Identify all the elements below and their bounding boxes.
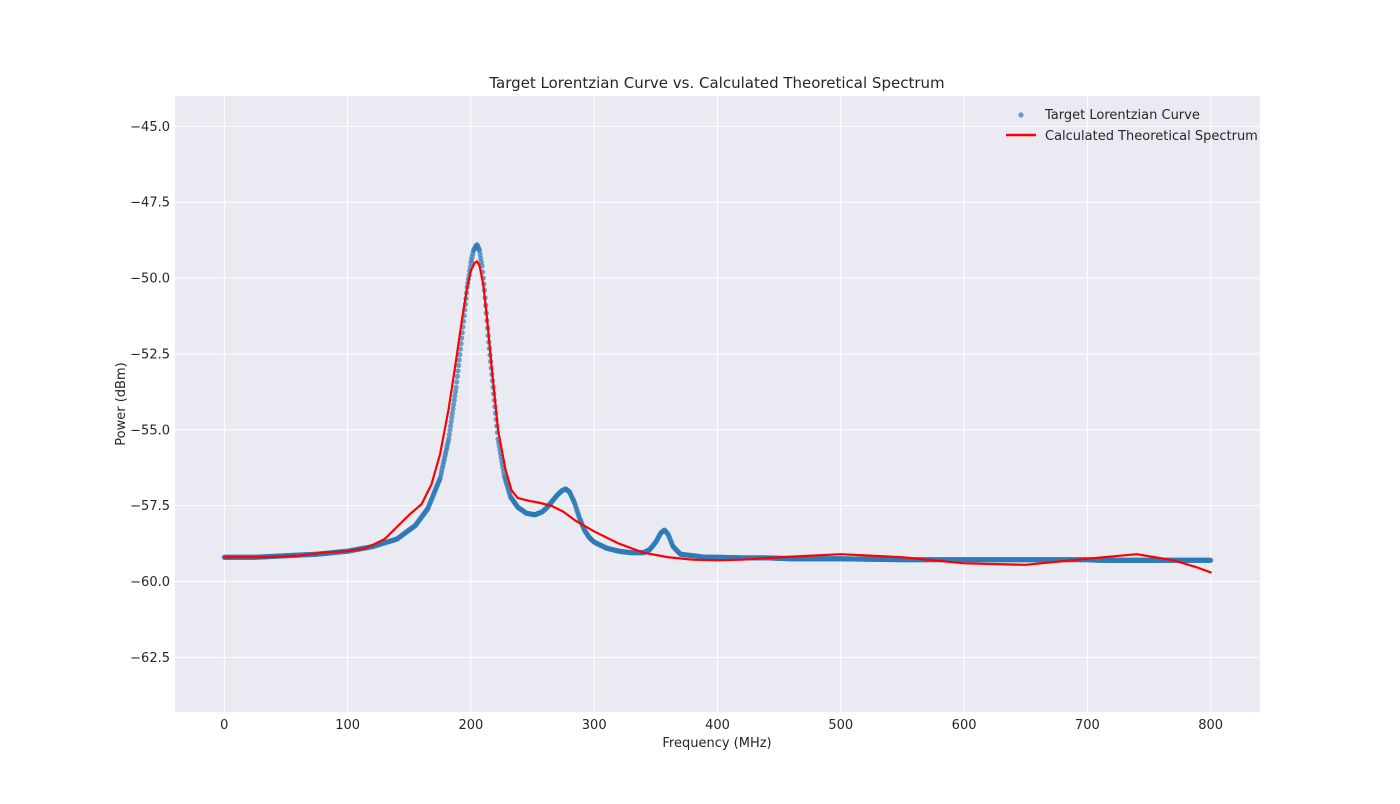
x-tick-label: 700 bbox=[1075, 718, 1100, 733]
x-tick-label: 300 bbox=[582, 718, 607, 733]
scatter-point bbox=[453, 384, 459, 390]
scatter-point bbox=[455, 362, 462, 369]
y-tick-label: −52.5 bbox=[130, 347, 170, 362]
legend-marker-target bbox=[1018, 112, 1024, 118]
x-axis-label: Frequency (MHz) bbox=[662, 736, 771, 751]
y-tick-label: −50.0 bbox=[130, 272, 170, 287]
x-tick-label: 600 bbox=[952, 718, 977, 733]
scatter-point bbox=[446, 432, 452, 438]
y-tick-label: −62.5 bbox=[130, 651, 170, 666]
x-tick-label: 800 bbox=[1198, 718, 1223, 733]
scatter-point bbox=[447, 427, 453, 433]
legend-label-target: Target Lorentzian Curve bbox=[1044, 108, 1200, 123]
x-tick-label: 100 bbox=[335, 718, 360, 733]
grid-lines bbox=[175, 96, 1260, 712]
series-group bbox=[221, 242, 1214, 574]
scatter-point bbox=[455, 368, 461, 374]
scatter-point bbox=[452, 389, 459, 395]
scatter-point bbox=[448, 419, 454, 425]
scatter-point bbox=[449, 414, 455, 420]
legend-label-calculated: Calculated Theoretical Spectrum bbox=[1045, 129, 1258, 144]
scatter-point bbox=[447, 423, 454, 429]
tick-labels: 0 100 200 300 400 500 600 700 800 −45.0 −47.5 −50.0… bbox=[130, 120, 1223, 733]
scatter-point bbox=[451, 401, 457, 408]
y-tick-label: −55.0 bbox=[130, 423, 170, 438]
scatter-point bbox=[451, 397, 457, 403]
y-tick-label: −57.5 bbox=[130, 499, 170, 514]
scatter-point bbox=[456, 357, 462, 363]
x-tick-label: 200 bbox=[458, 718, 483, 733]
scatter-point bbox=[454, 373, 460, 379]
scatter-point bbox=[1208, 557, 1214, 563]
series-calculated-spectrum bbox=[223, 260, 1212, 574]
y-tick-label: −47.5 bbox=[130, 196, 170, 211]
x-tick-label: 0 bbox=[220, 718, 228, 733]
y-tick-label: −60.0 bbox=[130, 575, 170, 590]
scatter-point bbox=[449, 410, 456, 416]
scatter-point bbox=[450, 406, 456, 412]
y-tick-label: −45.0 bbox=[130, 120, 170, 135]
scatter-point bbox=[454, 379, 460, 385]
scatter-point bbox=[457, 346, 464, 352]
x-tick-label: 500 bbox=[828, 718, 853, 733]
x-tick-label: 400 bbox=[705, 718, 730, 733]
y-axis-label: Power (dBm) bbox=[114, 362, 129, 445]
legend: Target Lorentzian Curve Calculated Theor… bbox=[1006, 108, 1258, 144]
scatter-point bbox=[457, 351, 463, 358]
scatter-point bbox=[452, 393, 458, 399]
chart-title: Target Lorentzian Curve vs. Calculated T… bbox=[488, 74, 944, 92]
scatter-point bbox=[446, 436, 452, 442]
